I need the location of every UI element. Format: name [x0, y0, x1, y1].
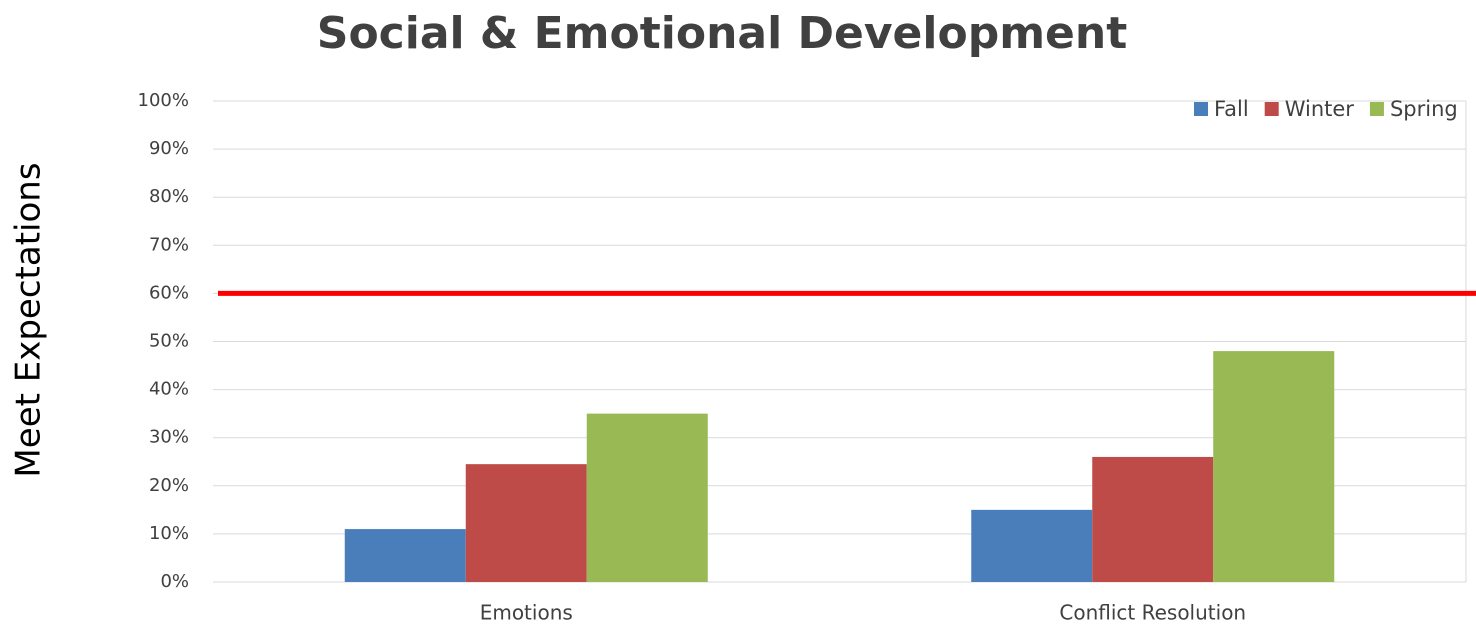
legend-swatch: [1194, 102, 1208, 116]
y-tick-label: 10%: [149, 523, 189, 544]
bar: [971, 509, 1093, 582]
legend-label: Fall: [1214, 97, 1249, 121]
x-tick-label: Emotions: [480, 601, 573, 625]
y-tick-label: 70%: [149, 234, 189, 255]
y-tick-label: 80%: [149, 186, 189, 207]
bar: [1092, 456, 1214, 582]
x-tick-label: Conflict Resolution: [1059, 601, 1246, 625]
y-tick-label: 20%: [149, 475, 189, 496]
bar: [586, 413, 708, 582]
legend-label: Spring: [1390, 97, 1458, 121]
legend-label: Winter: [1285, 97, 1355, 121]
bar: [1213, 351, 1335, 582]
legend-swatch: [1264, 102, 1279, 116]
y-tick-label: 0%: [160, 571, 189, 592]
bar: [344, 529, 466, 582]
y-tick-label: 50%: [149, 331, 189, 352]
legend-swatch: [1369, 102, 1384, 116]
y-tick-label: 40%: [149, 379, 189, 400]
bar: [465, 464, 587, 582]
y-tick-label: 90%: [149, 138, 189, 159]
y-tick-label: 30%: [149, 427, 189, 448]
y-tick-label: 60%: [149, 282, 189, 303]
y-axis-label: Meet Expectations: [9, 162, 49, 477]
chart-title: Social & Emotional Development: [317, 8, 1128, 59]
y-tick-label: 100%: [138, 90, 189, 111]
